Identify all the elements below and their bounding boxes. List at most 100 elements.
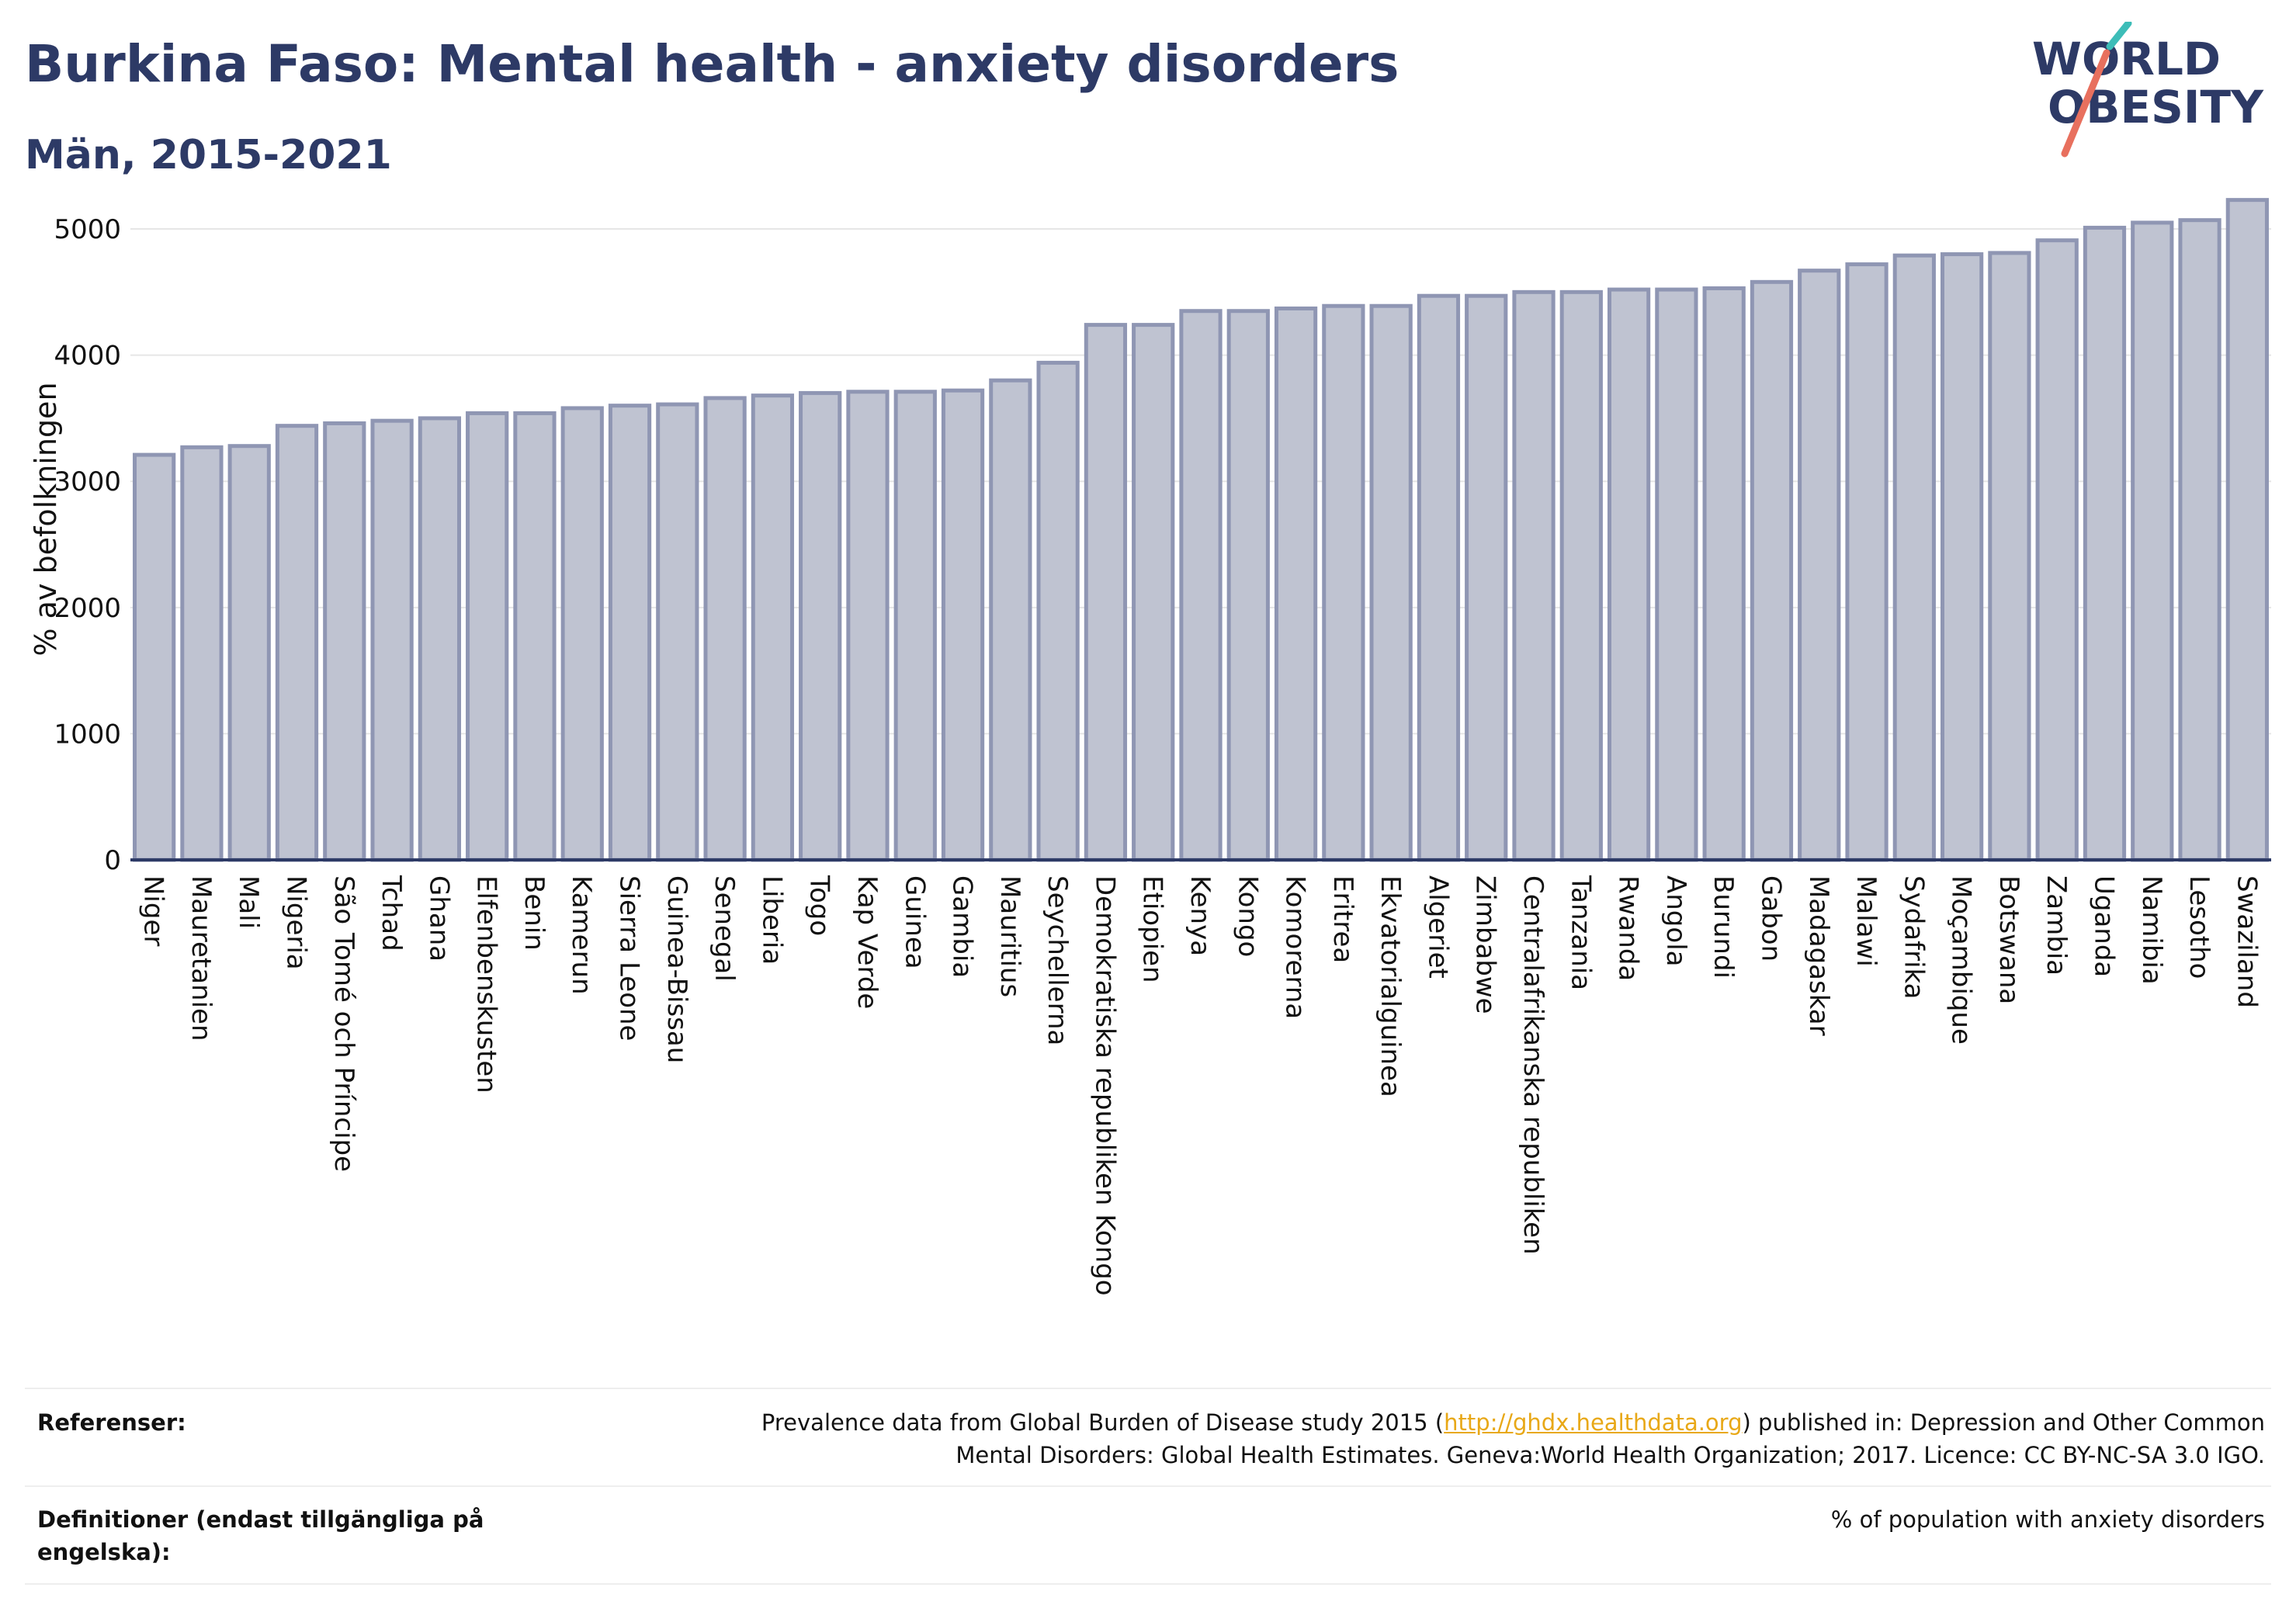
bar-kenya: [1179, 309, 1223, 862]
bar-demokratiska-republiken-kongo: [1084, 323, 1128, 862]
x-tick-label: Kenya: [1184, 875, 1216, 956]
references-text: Prevalence data from Global Burden of Di…: [761, 1406, 2265, 1471]
bar-namibia: [2131, 220, 2174, 862]
world-obesity-logo: WORLD OBESITY: [2032, 22, 2264, 158]
x-tick-label: Eritrea: [1327, 875, 1358, 963]
y-tick-labels: 0 1000 2000 3000 4000 5000: [54, 214, 121, 876]
x-tick-label: Tchad: [376, 875, 407, 951]
x-tick-label: Etiopien: [1137, 875, 1168, 983]
footer-divider-bottom: [25, 1583, 2271, 1585]
bar-guinea: [893, 390, 937, 862]
bar-komorerna: [1274, 306, 1318, 862]
y-tick-label: 2000: [54, 593, 121, 624]
bar-algeriet: [1417, 293, 1461, 862]
x-tick-label: Namibia: [2136, 875, 2167, 985]
bar-kap-verde: [846, 390, 890, 862]
bar-niger: [133, 452, 176, 862]
bar-eritrea: [1322, 303, 1365, 862]
x-tick-label: Kongo: [1232, 875, 1263, 957]
bar-uganda: [2083, 225, 2127, 862]
x-tick-label: Lesotho: [2183, 875, 2214, 979]
chart-title: Burkina Faso: Mental health - anxiety di…: [25, 34, 1399, 94]
x-tick-label: Uganda: [2088, 875, 2119, 977]
bar-gabon: [1750, 279, 1794, 862]
x-tick-label: Komorerna: [1280, 875, 1311, 1019]
bar-ghana: [418, 416, 462, 862]
x-tick-label: Tanzania: [1565, 875, 1596, 990]
x-tick-label: Togo: [804, 875, 835, 936]
bar-etiopien: [1132, 323, 1175, 862]
x-tick-label: Benin: [519, 875, 550, 951]
bar-chart: 0 1000 2000 3000 4000 5000 Niger Mauretanien Ma…: [29, 198, 2271, 1296]
bar-nigeria: [275, 424, 319, 862]
bar-elfenbenskusten: [466, 411, 509, 862]
x-tick-label: São Tomé och Príncipe: [328, 875, 359, 1172]
x-tick-label: Botswana: [1993, 875, 2024, 1004]
x-tick-label: Zimbabwe: [1470, 875, 1501, 1014]
footer-divider-middle: [25, 1485, 2271, 1487]
bar-mauretanien: [180, 445, 224, 862]
x-tick-label: Mali: [233, 875, 264, 929]
x-tick-label: Kap Verde: [851, 875, 883, 1009]
x-tick-label: Niger: [138, 875, 169, 946]
bar-guinea-bissau: [656, 402, 699, 862]
definitions-text: % of population with anxiety disorders: [1830, 1506, 2265, 1533]
references-text-after: ) published in: Depression and Other Com…: [1742, 1409, 2266, 1436]
x-tick-label: Seychellerna: [1042, 875, 1073, 1045]
y-axis-title: % av befolkningen: [29, 382, 63, 656]
x-tick-label: Demokratiska republiken Kongo: [1089, 875, 1120, 1296]
y-tick-label: 4000: [54, 341, 121, 372]
x-tick-label: Ekvatorialguinea: [1375, 875, 1406, 1097]
x-tick-label: Rwanda: [1613, 875, 1644, 981]
x-tick-labels: Niger Mauretanien Mali Nigeria São Tomé och …: [138, 875, 2263, 1296]
logo-slash-bottom: [2061, 49, 2110, 158]
bar-togo: [799, 390, 842, 862]
bar-lesotho: [2178, 218, 2221, 862]
bar-mali: [227, 444, 271, 862]
bar-kamerun: [560, 406, 604, 862]
y-tick-label: 5000: [54, 214, 121, 245]
x-tick-label: Guinea-Bissau: [661, 875, 692, 1063]
x-tick-label: Angola: [1660, 875, 1691, 966]
bar-gambia: [941, 388, 985, 862]
bar-liberia: [751, 393, 795, 862]
x-tick-label: Guinea: [899, 875, 930, 969]
chart-subtitle: Män, 2015-2021: [25, 132, 392, 178]
x-tick-label: Algeriet: [1422, 875, 1453, 979]
x-tick-label: Moçambique: [1946, 875, 1977, 1045]
bar-ekvatorialguinea: [1369, 303, 1413, 862]
bar-swaziland: [2225, 198, 2269, 862]
bar-botswana: [1988, 251, 2031, 862]
y-tick-label: 3000: [54, 466, 121, 497]
x-tick-label: Sydafrika: [1898, 875, 1929, 999]
bar-sierra-leone: [608, 404, 652, 862]
y-tick-label: 1000: [54, 719, 121, 750]
x-tick-label: Mauretanien: [186, 875, 217, 1041]
references-link[interactable]: http://ghdx.healthdata.org: [1444, 1409, 1743, 1436]
references-line2: Mental Disorders: Global Health Estimate…: [956, 1442, 2265, 1468]
x-tick-label: Elfenbenskusten: [471, 875, 502, 1093]
x-tick-label: Swaziland: [2231, 875, 2262, 1008]
bar-zimbabwe: [1465, 293, 1508, 862]
bar-s-o-tom-och-pr-ncipe: [323, 421, 366, 862]
bar-senegal: [703, 396, 747, 862]
bar-tanzania: [1559, 289, 1603, 862]
bar-benin: [513, 411, 557, 862]
definitions-label-line1: Definitioner (endast tillgängliga på: [37, 1506, 484, 1533]
bar-kongo: [1226, 309, 1270, 862]
bar-madagaskar: [1798, 269, 1841, 862]
bar-seychellerna: [1036, 360, 1080, 862]
references-line1: Prevalence data from Global Burden of Di…: [761, 1406, 2265, 1439]
x-tick-label: Burundi: [1708, 875, 1739, 979]
bar-malawi: [1845, 262, 1888, 862]
bar-centralafrikanska-republiken: [1512, 289, 1556, 862]
x-tick-label: Mauritius: [994, 875, 1025, 997]
bar-rwanda: [1607, 287, 1651, 862]
bar-mo-ambique: [1940, 252, 1984, 862]
logo-slash-top: [2106, 22, 2132, 50]
x-tick-label: Nigeria: [281, 875, 312, 970]
bar-zambia: [2035, 238, 2079, 862]
x-tick-label: Malawi: [1850, 875, 1882, 967]
x-tick-label: Ghana: [423, 875, 454, 962]
x-tick-label: Kamerun: [566, 875, 597, 995]
